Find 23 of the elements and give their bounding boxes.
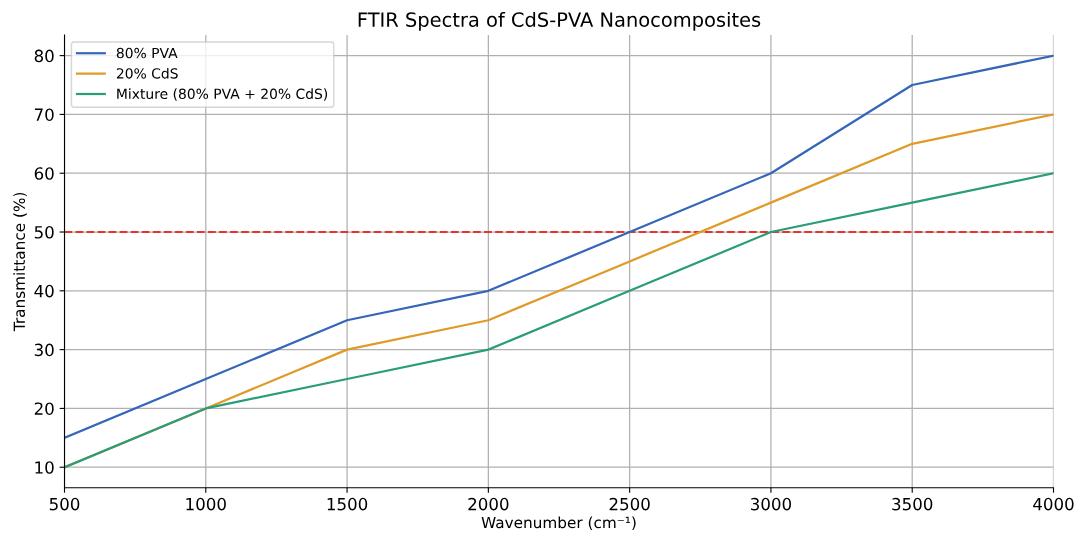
x-tick-label: 3500 bbox=[892, 497, 933, 511]
chart-title: FTIR Spectra of CdS-PVA Nanocomposites bbox=[358, 11, 761, 31]
x-tick-label: 4000 bbox=[1033, 497, 1074, 511]
x-tick-label: 500 bbox=[49, 497, 80, 511]
legend-label: 20% CdS bbox=[116, 67, 178, 79]
y-tick-label: 20 bbox=[34, 402, 54, 415]
legend-label: Mixture (80% PVA + 20% CdS) bbox=[117, 88, 328, 101]
y-tick-label: 30 bbox=[34, 343, 54, 357]
x-tick-label: 1500 bbox=[327, 497, 368, 511]
y-tick-label: 60 bbox=[34, 167, 54, 180]
x-tick-label: 1000 bbox=[186, 497, 226, 511]
y-tick-label: 80 bbox=[34, 49, 54, 63]
y-tick-label: 70 bbox=[34, 108, 54, 121]
x-tick-label: 2000 bbox=[468, 497, 509, 511]
x-tick-label: 2500 bbox=[609, 497, 650, 511]
y-tick-label: 40 bbox=[34, 284, 54, 298]
y-axis-title: Transmittance (%) bbox=[13, 192, 27, 332]
y-tick-label: 50 bbox=[34, 225, 54, 239]
x-tick-label: 3000 bbox=[750, 497, 792, 511]
y-tick-label: 10 bbox=[35, 461, 54, 474]
x-axis-title: Wavenumber (cm⁻¹) bbox=[481, 516, 636, 531]
legend-label: 80% PVA bbox=[116, 47, 178, 59]
line-series bbox=[64, 172, 1054, 469]
